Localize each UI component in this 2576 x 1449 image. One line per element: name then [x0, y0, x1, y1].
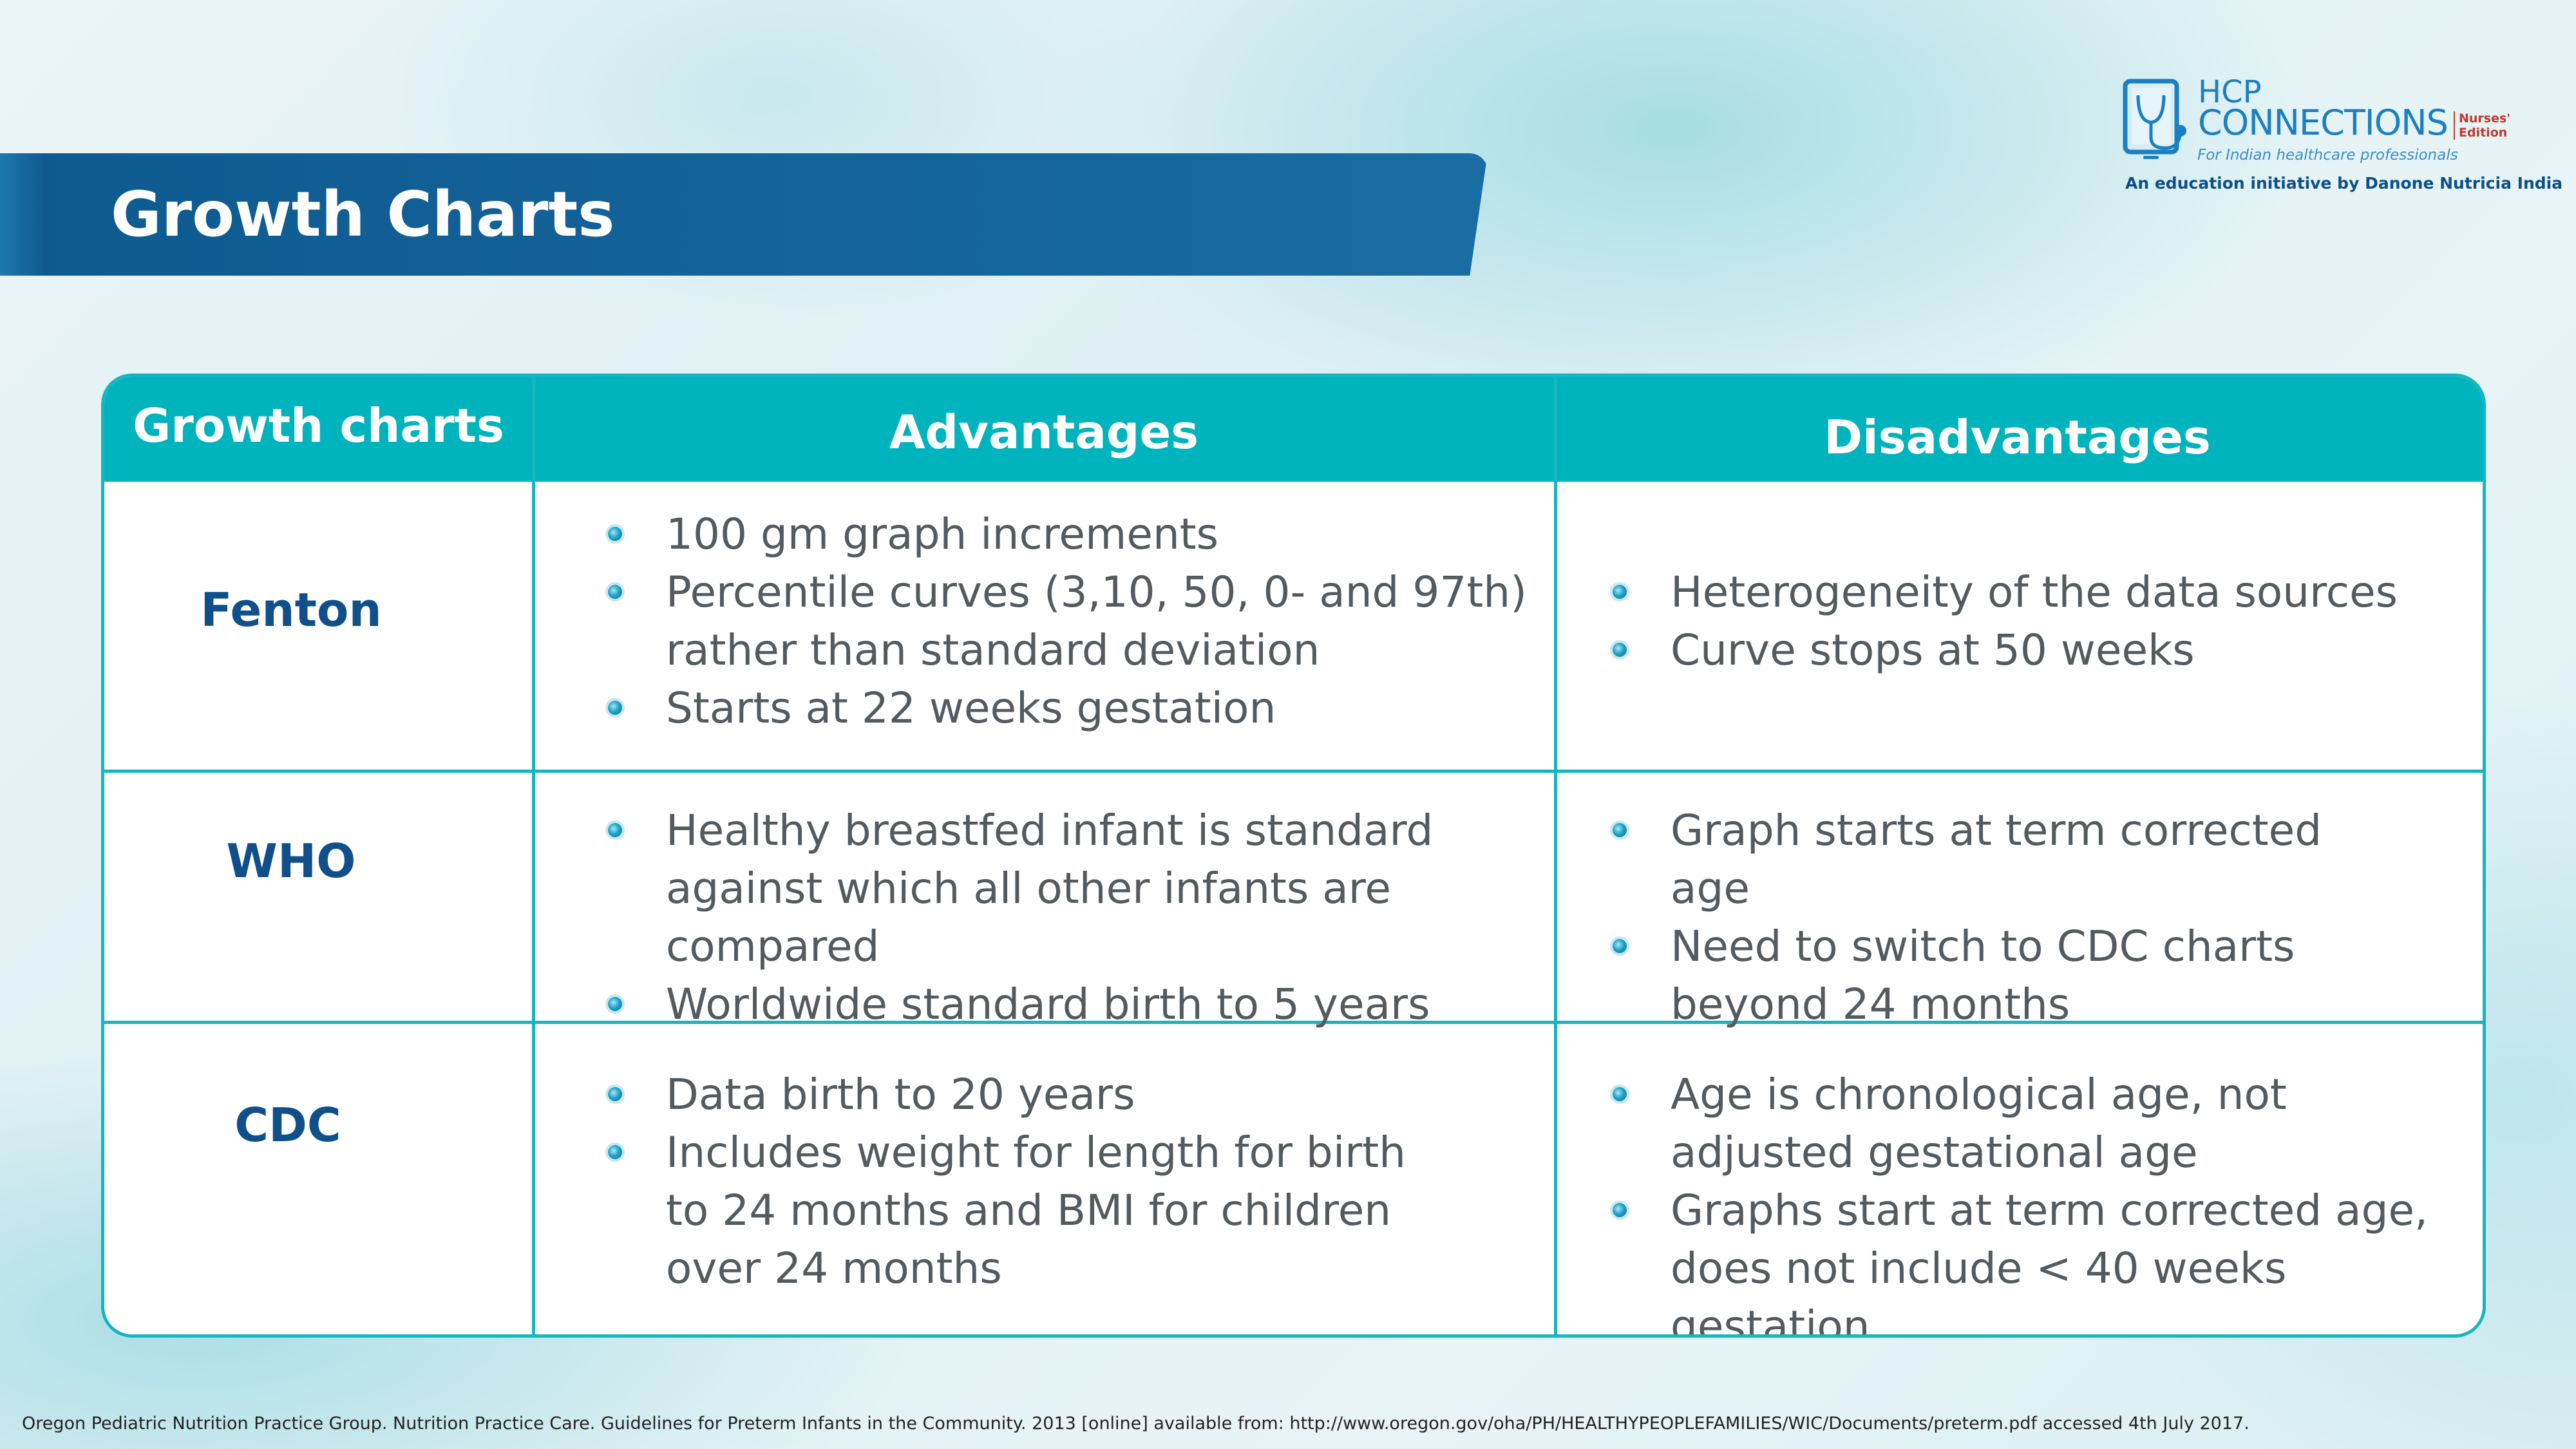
list-item: Includes weight for length for birth to …	[608, 1124, 1406, 1298]
logo-initiative: An education initiative by Danone Nutric…	[2125, 174, 2563, 193]
reference-footnote: Oregon Pediatric Nutrition Practice Grou…	[22, 1414, 2249, 1434]
bullet-icon	[608, 701, 622, 715]
bullet-icon	[608, 1145, 622, 1159]
title-banner	[0, 153, 1488, 276]
who-disadvantages-list: Graph starts at term corrected age Need …	[1613, 802, 2334, 1034]
cdc-disadvantages-list: Age is chronological age, not adjusted g…	[1613, 1066, 2476, 1334]
cdc-advantages-list: Data birth to 20 years Includes weight f…	[608, 1066, 1406, 1298]
bullet-icon	[608, 997, 622, 1011]
row-label-cdc: CDC	[234, 1098, 341, 1152]
row-label-who: WHO	[226, 834, 356, 888]
logo-tagline: For Indian healthcare professionals	[2197, 147, 2458, 164]
list-item: Graphs start at term corrected age, does…	[1613, 1182, 2476, 1334]
hcp-connections-logo: HCP CONNECTIONS Nurses' Edition For India…	[2119, 74, 2562, 198]
logo-hcp-text: HCP	[2198, 74, 2262, 110]
bullet-icon	[1613, 1087, 1627, 1101]
logo-connections-text: CONNECTIONS	[2198, 102, 2448, 143]
column-divider	[1554, 377, 1557, 1334]
growth-charts-table: Growth charts Advantages Disadvantages F…	[101, 374, 2486, 1338]
list-item: 100 gm graph increments	[608, 506, 1535, 564]
page-title: Growth Charts	[111, 178, 615, 251]
who-advantages-list: Healthy breastfed infant is standard aga…	[608, 802, 1535, 1034]
tablet-stethoscope-icon	[2123, 79, 2186, 159]
bullet-icon	[608, 585, 622, 599]
fenton-advantages-list: 100 gm graph increments Percentile curve…	[608, 506, 1535, 737]
list-item: Worldwide standard birth to 5 years	[608, 976, 1535, 1034]
logo-edition-text: Nurses' Edition	[2454, 111, 2510, 140]
bullet-icon	[608, 527, 622, 541]
list-item: Age is chronological age, not adjusted g…	[1613, 1066, 2476, 1182]
bullet-icon	[1613, 585, 1627, 599]
list-item: Heterogeneity of the data sources	[1613, 564, 2463, 621]
bullet-icon	[1613, 823, 1627, 837]
bullet-icon	[608, 823, 622, 837]
table-header-row	[104, 377, 2483, 482]
row-divider	[104, 1021, 2483, 1024]
column-divider	[532, 377, 535, 1334]
list-item: Graph starts at term corrected age	[1613, 802, 2334, 918]
fenton-disadvantages-list: Heterogeneity of the data sources Curve …	[1613, 564, 2463, 679]
bullet-icon	[608, 1087, 622, 1101]
header-growth-charts: Growth charts	[133, 399, 504, 453]
list-item: Healthy breastfed infant is standard aga…	[608, 802, 1535, 976]
bullet-icon	[1613, 1203, 1627, 1217]
list-item: Curve stops at 50 weeks	[1613, 621, 2463, 679]
row-divider	[104, 770, 2483, 773]
list-item: Starts at 22 weeks gestation	[608, 679, 1535, 737]
list-item: Percentile curves (3,10, 50, 0- and 97th…	[608, 564, 1535, 679]
row-label-fenton: Fenton	[200, 583, 382, 637]
header-advantages: Advantages	[889, 405, 1199, 459]
list-item: Data birth to 20 years	[608, 1066, 1406, 1124]
list-item: Need to switch to CDC charts beyond 24 m…	[1613, 918, 2334, 1034]
bullet-icon	[1613, 643, 1627, 657]
bullet-icon	[1613, 939, 1627, 953]
header-disadvantages: Disadvantages	[1824, 410, 2211, 464]
